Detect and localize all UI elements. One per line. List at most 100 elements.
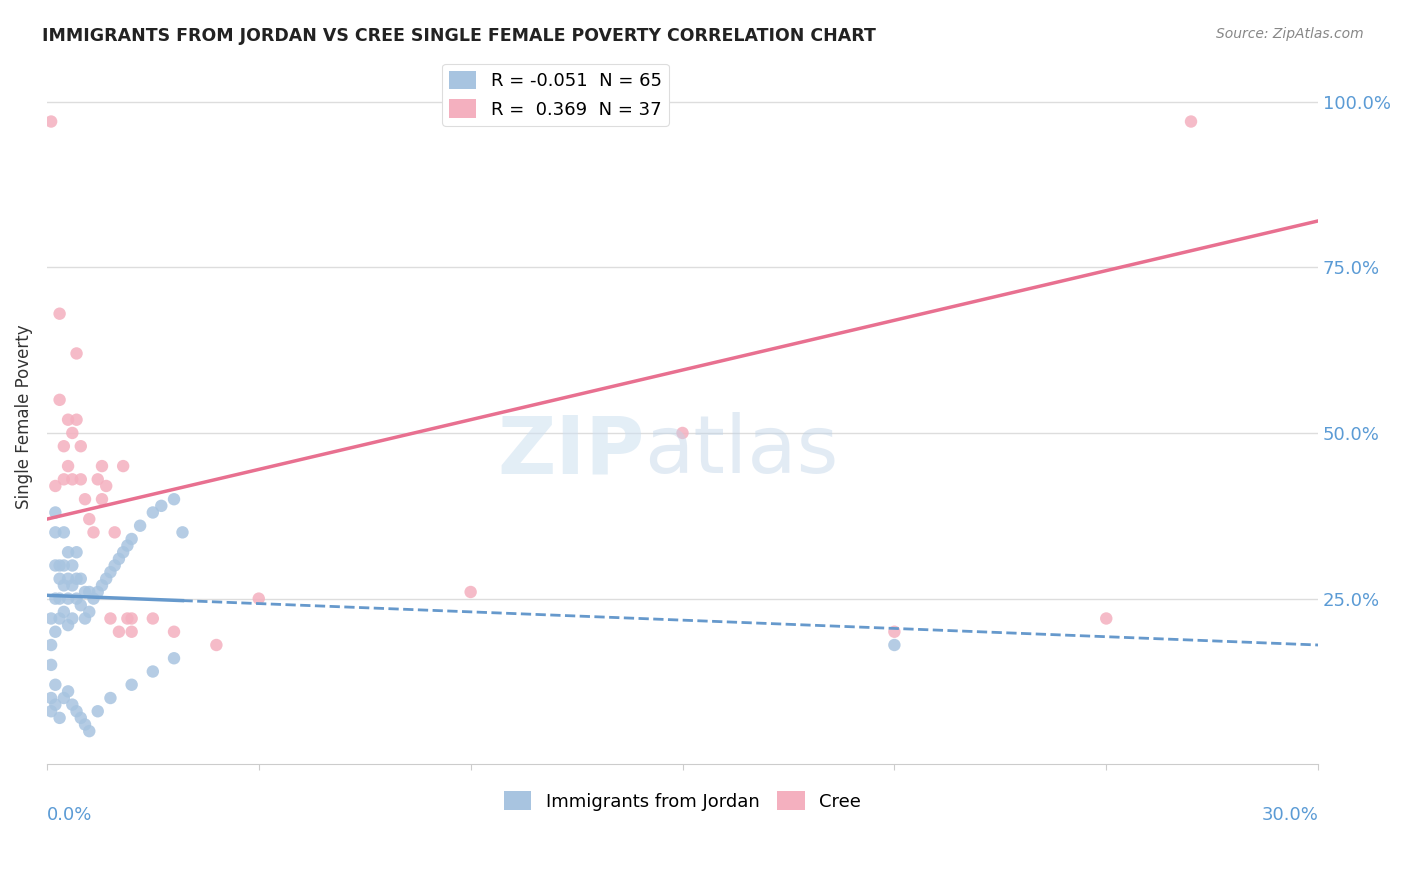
- Text: 30.0%: 30.0%: [1261, 806, 1319, 824]
- Point: [60, 425, 83, 440]
- Point: [44, 698, 66, 712]
- Point: [69, 599, 91, 613]
- Legend: Immigrants from Jordan, Cree: Immigrants from Jordan, Cree: [496, 784, 868, 818]
- Point: [56, 413, 79, 427]
- Point: [104, 558, 127, 573]
- Point: [104, 525, 127, 540]
- Point: [117, 539, 139, 553]
- Point: [39, 657, 62, 672]
- Point: [121, 678, 143, 692]
- Point: [52, 605, 75, 619]
- Point: [48, 392, 70, 407]
- Text: atlas: atlas: [644, 412, 839, 491]
- Point: [60, 611, 83, 625]
- Point: [65, 591, 87, 606]
- Point: [91, 492, 114, 507]
- Point: [96, 479, 118, 493]
- Point: [65, 413, 87, 427]
- Point: [671, 425, 693, 440]
- Point: [112, 545, 135, 559]
- Point: [87, 704, 110, 718]
- Point: [48, 611, 70, 625]
- Point: [91, 459, 114, 474]
- Point: [460, 585, 482, 599]
- Point: [44, 525, 66, 540]
- Point: [44, 591, 66, 606]
- Point: [112, 459, 135, 474]
- Point: [56, 459, 79, 474]
- Point: [121, 532, 143, 546]
- Point: [39, 704, 62, 718]
- Point: [56, 618, 79, 632]
- Point: [44, 678, 66, 692]
- Point: [39, 114, 62, 128]
- Point: [48, 572, 70, 586]
- Point: [100, 611, 122, 625]
- Point: [60, 558, 83, 573]
- Point: [163, 651, 186, 665]
- Point: [129, 518, 152, 533]
- Point: [142, 506, 165, 520]
- Point: [83, 591, 105, 606]
- Point: [69, 439, 91, 453]
- Point: [52, 525, 75, 540]
- Point: [56, 545, 79, 559]
- Point: [117, 611, 139, 625]
- Point: [48, 711, 70, 725]
- Point: [60, 472, 83, 486]
- Point: [56, 572, 79, 586]
- Point: [172, 525, 194, 540]
- Point: [44, 479, 66, 493]
- Point: [69, 572, 91, 586]
- Point: [39, 611, 62, 625]
- Point: [1095, 611, 1118, 625]
- Point: [73, 611, 96, 625]
- Point: [52, 439, 75, 453]
- Point: [56, 684, 79, 698]
- Point: [73, 492, 96, 507]
- Point: [142, 665, 165, 679]
- Point: [48, 591, 70, 606]
- Point: [883, 638, 905, 652]
- Point: [77, 585, 100, 599]
- Point: [100, 691, 122, 706]
- Point: [73, 585, 96, 599]
- Text: Source: ZipAtlas.com: Source: ZipAtlas.com: [1216, 27, 1364, 41]
- Point: [52, 578, 75, 592]
- Point: [87, 585, 110, 599]
- Point: [65, 545, 87, 559]
- Point: [121, 611, 143, 625]
- Point: [52, 472, 75, 486]
- Point: [44, 506, 66, 520]
- Text: 0.0%: 0.0%: [46, 806, 93, 824]
- Point: [48, 307, 70, 321]
- Point: [108, 552, 131, 566]
- Point: [60, 698, 83, 712]
- Point: [163, 624, 186, 639]
- Point: [247, 591, 270, 606]
- Y-axis label: Single Female Poverty: Single Female Poverty: [15, 324, 32, 508]
- Point: [108, 624, 131, 639]
- Point: [44, 624, 66, 639]
- Point: [142, 611, 165, 625]
- Point: [100, 565, 122, 579]
- Point: [52, 558, 75, 573]
- Point: [77, 512, 100, 526]
- Point: [73, 717, 96, 731]
- Point: [121, 624, 143, 639]
- Point: [56, 591, 79, 606]
- Point: [163, 492, 186, 507]
- Point: [205, 638, 228, 652]
- Point: [48, 558, 70, 573]
- Point: [87, 472, 110, 486]
- Point: [52, 691, 75, 706]
- Point: [44, 558, 66, 573]
- Point: [1180, 114, 1202, 128]
- Text: ZIP: ZIP: [498, 412, 644, 491]
- Point: [77, 724, 100, 739]
- Point: [77, 605, 100, 619]
- Text: IMMIGRANTS FROM JORDAN VS CREE SINGLE FEMALE POVERTY CORRELATION CHART: IMMIGRANTS FROM JORDAN VS CREE SINGLE FE…: [42, 27, 876, 45]
- Point: [96, 572, 118, 586]
- Point: [39, 691, 62, 706]
- Point: [60, 578, 83, 592]
